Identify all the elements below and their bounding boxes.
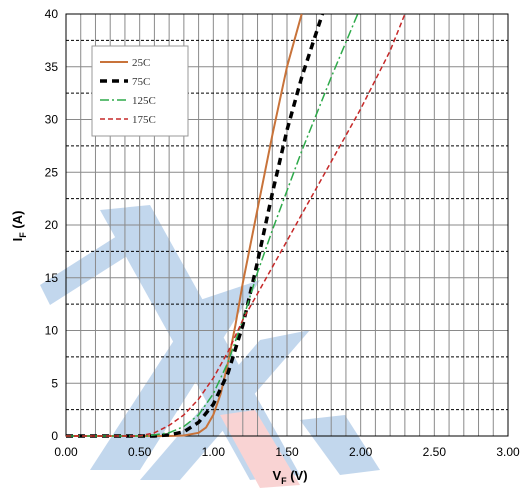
plot-area [65,13,509,437]
x-tick-label: 2.00 [349,445,373,459]
y-tick-label: 25 [45,165,59,179]
x-tick-label: 1.50 [275,445,299,459]
y-tick-label: 15 [45,271,59,285]
y-axis: 0 5 10 15 20 25 30 35 40 [45,7,59,443]
series-group [66,13,406,438]
x-tick-label: 0.00 [54,445,78,459]
legend-label: 125C [132,95,156,107]
y-tick-label: 5 [51,376,58,390]
x-axis: 0.00 0.50 1.00 1.50 2.00 2.50 3.00 [54,445,520,459]
legend-label: 25C [132,57,150,69]
series-line-125c [66,13,359,437]
y-tick-label: 0 [51,429,58,443]
y-tick-label: 20 [45,218,59,232]
series-line-25c [66,13,303,437]
series-line-75c [66,13,325,438]
x-tick-label: 3.00 [496,445,520,459]
legend: 25C 75C 125C 175C [91,45,189,137]
watermark [40,205,380,488]
y-axis-label: IF (A) [10,211,28,242]
legend-label: 75C [132,76,150,88]
series-line-175c [66,13,406,437]
y-tick-label: 40 [45,7,59,21]
x-tick-label: 1.00 [202,445,226,459]
x-tick-label: 2.50 [423,445,447,459]
x-axis-label: VF (V) [272,468,307,486]
legend-label: 175C [132,114,156,126]
y-tick-label: 10 [45,324,59,338]
y-tick-label: 30 [45,113,59,127]
y-tick-label: 35 [45,60,59,74]
x-tick-label: 0.50 [128,445,152,459]
